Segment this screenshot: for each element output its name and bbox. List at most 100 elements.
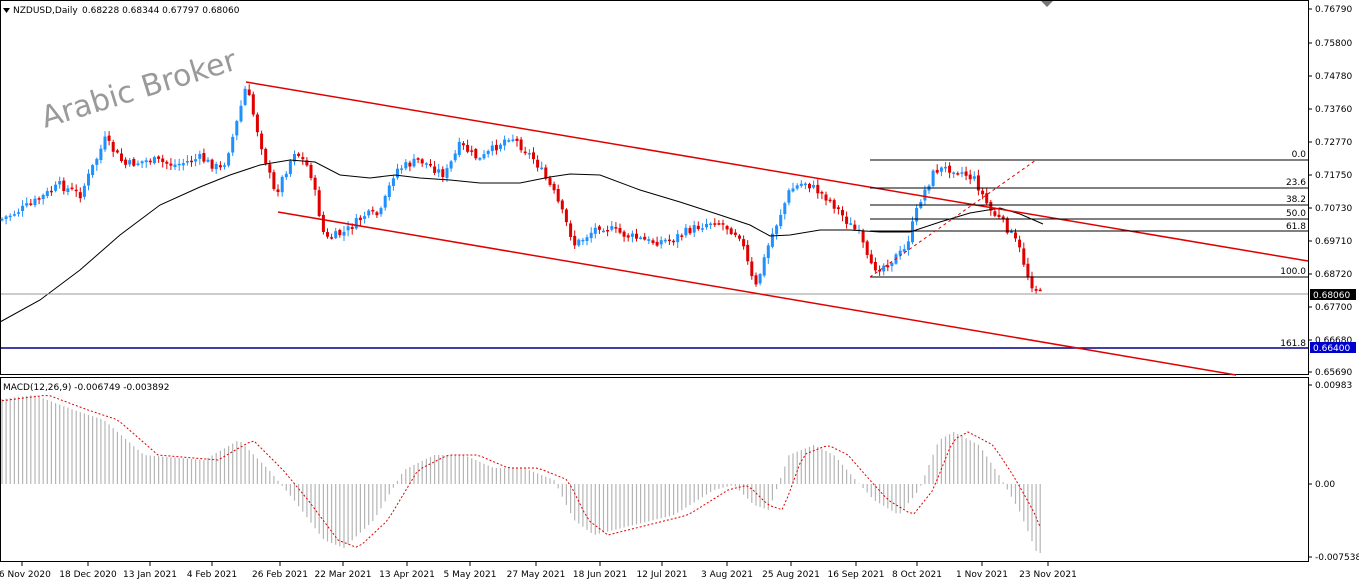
candle-body — [103, 136, 107, 150]
candle-body — [593, 227, 597, 234]
candle-body — [853, 224, 857, 230]
candle-body — [223, 165, 226, 167]
candle-body — [272, 172, 276, 189]
time-label: 13 Apr 2021 — [379, 570, 435, 580]
candle-body — [400, 168, 404, 170]
candle-body — [478, 158, 482, 160]
candle-body — [812, 185, 816, 188]
time-label: 5 May 2021 — [444, 570, 497, 580]
candle-body — [606, 230, 610, 232]
candle-body — [486, 151, 490, 155]
watermark: Arabic Broker — [37, 43, 241, 136]
candle-body — [449, 161, 453, 169]
candle-body — [330, 237, 334, 239]
candle-body — [770, 233, 774, 247]
candle-body — [260, 133, 264, 150]
candle-body — [177, 163, 181, 166]
candle-body — [17, 212, 20, 214]
candle-body — [573, 235, 577, 246]
candle-body — [964, 171, 968, 176]
candle-body — [247, 89, 251, 95]
scroll-marker-icon[interactable] — [1041, 1, 1053, 7]
candle-body — [948, 165, 952, 173]
price-label: 0.76790 — [1315, 5, 1352, 15]
candle-body — [181, 163, 185, 166]
price-axis: 0.76790 0.75800 0.74780 0.73760 0.72770 0.717… — [1308, 5, 1352, 378]
candle-body — [832, 200, 836, 209]
macd-scale-label: -0.007538 — [1315, 553, 1359, 563]
candle-body — [190, 160, 193, 163]
candle-body — [210, 159, 214, 169]
candle-body — [21, 205, 25, 211]
time-label: 25 Aug 2021 — [762, 570, 820, 580]
candle-body — [622, 231, 626, 237]
candle-body — [128, 160, 132, 165]
candle-body — [499, 144, 502, 149]
candle-body — [758, 274, 762, 284]
candle-body — [1009, 231, 1013, 233]
candle-body — [939, 167, 943, 172]
time-label: 12 Jul 2021 — [637, 570, 688, 580]
candle-body — [1022, 248, 1026, 265]
candle-body — [911, 221, 914, 243]
candle-body — [387, 185, 391, 197]
candle-body — [976, 175, 980, 191]
candle-body — [1030, 276, 1034, 289]
candle-body — [173, 164, 177, 167]
candle-body — [371, 209, 375, 212]
candle-body — [152, 157, 156, 164]
candle-body — [610, 226, 614, 230]
candle-body — [268, 164, 272, 173]
candle-body — [680, 235, 684, 237]
price-label: 0.66680 — [1315, 336, 1352, 346]
candle-body — [58, 181, 62, 185]
candle-body — [367, 210, 371, 216]
candle-body — [820, 192, 824, 194]
candle-body — [569, 223, 573, 237]
candle-body — [898, 250, 902, 256]
candle-body — [836, 207, 840, 210]
candle-body — [255, 114, 259, 133]
candle-body — [869, 254, 873, 264]
price-label: 0.71750 — [1315, 171, 1352, 181]
candle-body — [614, 227, 618, 229]
candle-body — [1014, 232, 1017, 239]
candle-body — [795, 185, 799, 189]
candle-body — [775, 225, 779, 235]
candle-body — [29, 203, 33, 205]
candle-body — [548, 177, 552, 185]
candle-body — [787, 190, 791, 203]
candle-body — [202, 153, 206, 162]
candle-body — [503, 139, 507, 146]
candle-body — [482, 154, 486, 159]
time-label: 16 Sep 2021 — [827, 570, 884, 580]
candle-body — [120, 153, 123, 161]
candle-body — [754, 275, 758, 285]
price-label: 0.65690 — [1315, 368, 1352, 378]
candle-body — [4, 216, 8, 219]
candle-body — [993, 211, 997, 216]
candle-body — [412, 158, 416, 167]
candle-body — [581, 239, 585, 242]
fib-level-label: 23.6 — [1286, 178, 1306, 188]
candle-body — [342, 231, 346, 236]
triangle-down-icon[interactable] — [3, 8, 10, 13]
candle-body — [321, 214, 325, 232]
candle-body — [136, 163, 140, 165]
candle-body — [54, 184, 58, 191]
candle-body — [107, 135, 111, 141]
candle-body — [280, 176, 284, 193]
candle-body — [466, 144, 470, 152]
candle-body — [906, 241, 910, 250]
candle-body — [350, 227, 354, 229]
candle-body — [396, 168, 399, 178]
candle-body — [276, 189, 280, 192]
candle-body — [729, 228, 733, 234]
candle-body — [536, 159, 540, 168]
candle-body — [474, 149, 478, 159]
candle-body — [231, 136, 235, 153]
time-axis: 26 Nov 2020 18 Dec 2020 13 Jan 2021 4 Feb 2… — [0, 562, 1077, 580]
candle-body — [99, 148, 103, 160]
candle-body — [816, 184, 820, 194]
